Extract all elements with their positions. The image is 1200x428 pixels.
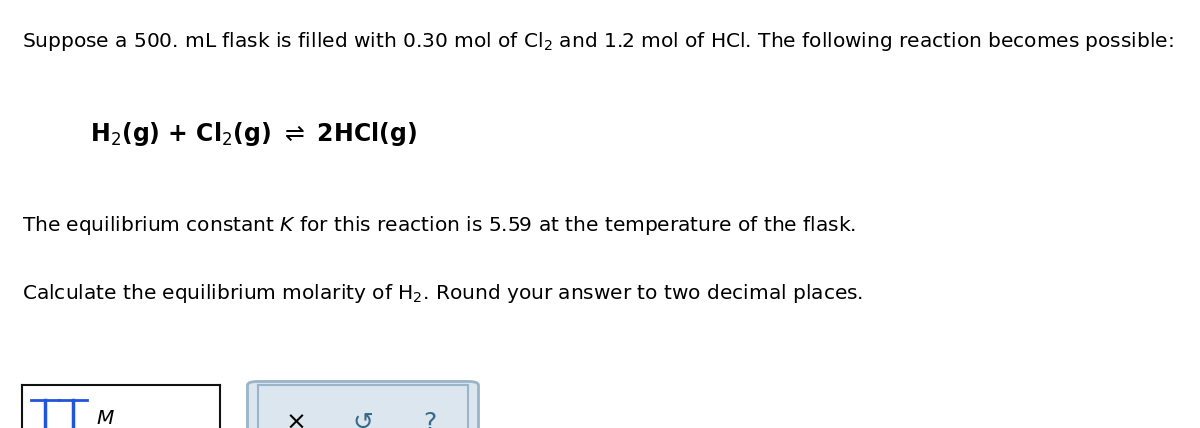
FancyBboxPatch shape: [247, 381, 479, 428]
Text: ×: ×: [286, 410, 306, 428]
Text: The equilibrium constant $K$ for this reaction is 5.59 at the temperature of the: The equilibrium constant $K$ for this re…: [22, 214, 856, 237]
Text: Suppose a 500. mL flask is filled with 0.30 mol of Cl$_2$ and 1.2 mol of HCl. Th: Suppose a 500. mL flask is filled with 0…: [22, 30, 1174, 53]
Text: Calculate the equilibrium molarity of H$_2$. Round your answer to two decimal pl: Calculate the equilibrium molarity of H$…: [22, 282, 863, 306]
Text: M: M: [97, 410, 114, 428]
Text: H$_2$(g) + Cl$_2$(g) $\rightleftharpoons$ 2HCl(g): H$_2$(g) + Cl$_2$(g) $\rightleftharpoons…: [90, 120, 416, 148]
Text: ↺: ↺: [353, 410, 373, 428]
Text: ?: ?: [424, 410, 437, 428]
